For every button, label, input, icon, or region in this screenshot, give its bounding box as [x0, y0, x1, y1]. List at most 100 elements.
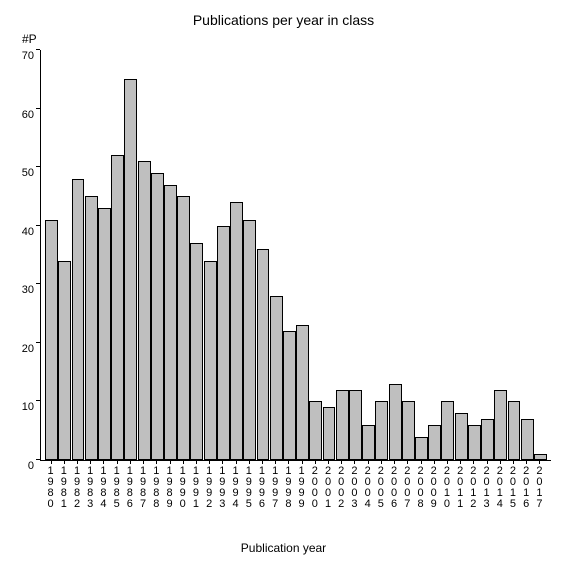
- x-tick-mark: [209, 460, 210, 464]
- bar: [323, 407, 336, 460]
- y-axis-label: #P: [22, 32, 37, 46]
- x-tick-label: 1997: [271, 466, 279, 510]
- x-tick-mark: [170, 460, 171, 464]
- x-tick-mark: [288, 460, 289, 464]
- x-tick-label: 1996: [258, 466, 266, 510]
- x-tick-label: 1995: [245, 466, 253, 510]
- x-tick-mark: [473, 460, 474, 464]
- x-tick-mark: [421, 460, 422, 464]
- x-tick-label: 2008: [417, 466, 425, 510]
- x-tick-label: 2004: [364, 466, 372, 510]
- bar: [164, 185, 177, 460]
- y-ticks: 010203040506070: [0, 50, 40, 460]
- bar: [177, 196, 190, 460]
- bars-group: [41, 50, 551, 460]
- bar: [72, 179, 85, 460]
- x-tick-mark: [275, 460, 276, 464]
- x-tick-label: 2005: [377, 466, 385, 510]
- x-tick-label: 1985: [113, 466, 121, 510]
- x-tick-label: 2016: [522, 466, 530, 510]
- x-tick-mark: [315, 460, 316, 464]
- y-tick-label: 0: [28, 460, 34, 472]
- bar: [508, 401, 521, 460]
- bar: [415, 437, 428, 460]
- bar: [362, 425, 375, 460]
- bar: [336, 390, 349, 460]
- bar: [521, 419, 534, 460]
- bar: [138, 161, 151, 460]
- bar: [230, 202, 243, 460]
- x-tick-label: 2014: [496, 466, 504, 510]
- x-tick-label: 1989: [166, 466, 174, 510]
- bar: [296, 325, 309, 460]
- x-tick-label: 1992: [205, 466, 213, 510]
- bar: [217, 226, 230, 460]
- x-tick-label: 2006: [390, 466, 398, 510]
- bar: [243, 220, 256, 460]
- x-tick-mark: [196, 460, 197, 464]
- y-tick-label: 50: [22, 167, 34, 179]
- x-tick-mark: [90, 460, 91, 464]
- x-tick-mark: [487, 460, 488, 464]
- bar: [283, 331, 296, 460]
- x-tick-mark: [447, 460, 448, 464]
- x-tick-label: 2003: [350, 466, 358, 510]
- x-tick-label: 2013: [483, 466, 491, 510]
- y-tick-label: 20: [22, 343, 34, 355]
- x-tick-mark: [302, 460, 303, 464]
- x-tick-mark: [64, 460, 65, 464]
- x-tick-mark: [381, 460, 382, 464]
- x-tick-mark: [77, 460, 78, 464]
- bar: [402, 401, 415, 460]
- x-tick-label: 2010: [443, 466, 451, 510]
- x-tick-mark: [394, 460, 395, 464]
- x-tick-mark: [513, 460, 514, 464]
- y-tick-label: 60: [22, 109, 34, 121]
- x-tick-label: 1987: [139, 466, 147, 510]
- x-tick-label: 1980: [47, 466, 55, 510]
- y-tick-label: 70: [22, 50, 34, 62]
- x-tick-label: 2000: [311, 466, 319, 510]
- x-tick-mark: [341, 460, 342, 464]
- chart-container: Publications per year in class #P 010203…: [0, 0, 567, 567]
- x-tick-mark: [500, 460, 501, 464]
- bar: [151, 173, 164, 460]
- x-tick-mark: [222, 460, 223, 464]
- x-tick-label: 1981: [60, 466, 68, 510]
- bar: [468, 425, 481, 460]
- x-tick-label: 1993: [218, 466, 226, 510]
- x-tick-label: 2007: [403, 466, 411, 510]
- x-tick-mark: [328, 460, 329, 464]
- bar: [481, 419, 494, 460]
- bar: [58, 261, 71, 460]
- x-tick-mark: [143, 460, 144, 464]
- x-tick-mark: [526, 460, 527, 464]
- x-tick-label: 1986: [126, 466, 134, 510]
- x-tick-label: 2009: [430, 466, 438, 510]
- bar: [349, 390, 362, 460]
- x-tick-label: 2011: [456, 466, 464, 510]
- bar: [441, 401, 454, 460]
- x-tick-mark: [236, 460, 237, 464]
- x-tick-mark: [103, 460, 104, 464]
- x-tick-label: 1982: [73, 466, 81, 510]
- x-tick-mark: [117, 460, 118, 464]
- x-tick-label: 1998: [284, 466, 292, 510]
- x-tick-label: 2015: [509, 466, 517, 510]
- plot-area: [40, 50, 551, 461]
- x-tick-mark: [262, 460, 263, 464]
- x-tick-label: 2002: [337, 466, 345, 510]
- x-tick-label: 2017: [535, 466, 543, 510]
- x-tick-mark: [368, 460, 369, 464]
- bar: [204, 261, 217, 460]
- x-axis-label: Publication year: [0, 541, 567, 555]
- x-tick-mark: [407, 460, 408, 464]
- bar: [257, 249, 270, 460]
- bar: [85, 196, 98, 460]
- bar: [270, 296, 283, 460]
- bar: [375, 401, 388, 460]
- y-tick-label: 40: [22, 226, 34, 238]
- bar: [111, 155, 124, 460]
- x-tick-label: 1999: [298, 466, 306, 510]
- bar: [45, 220, 58, 460]
